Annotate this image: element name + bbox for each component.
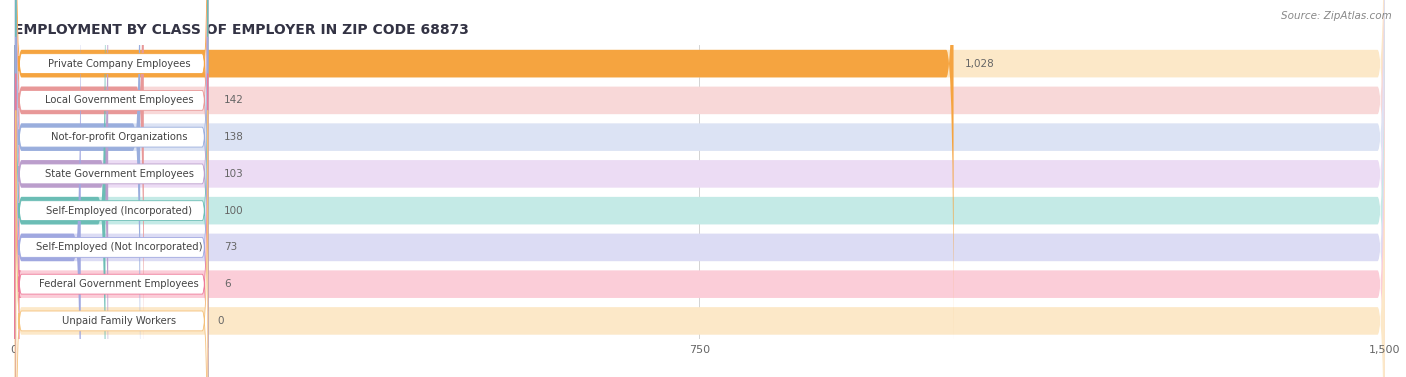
FancyBboxPatch shape — [13, 4, 21, 377]
FancyBboxPatch shape — [14, 4, 1385, 377]
FancyBboxPatch shape — [14, 0, 953, 344]
Text: Local Government Employees: Local Government Employees — [45, 95, 194, 106]
Text: Federal Government Employees: Federal Government Employees — [39, 279, 200, 289]
Text: Not-for-profit Organizations: Not-for-profit Organizations — [51, 132, 187, 142]
FancyBboxPatch shape — [14, 41, 1385, 377]
FancyBboxPatch shape — [15, 0, 208, 274]
Text: Unpaid Family Workers: Unpaid Family Workers — [62, 316, 176, 326]
Text: State Government Employees: State Government Employees — [45, 169, 194, 179]
FancyBboxPatch shape — [15, 37, 208, 377]
Text: Self-Employed (Incorporated): Self-Employed (Incorporated) — [46, 205, 193, 216]
FancyBboxPatch shape — [14, 0, 1385, 377]
Text: Private Company Employees: Private Company Employees — [48, 58, 190, 69]
Text: 100: 100 — [225, 205, 243, 216]
FancyBboxPatch shape — [15, 74, 208, 377]
Text: 138: 138 — [225, 132, 245, 142]
FancyBboxPatch shape — [14, 0, 1385, 377]
FancyBboxPatch shape — [15, 0, 208, 348]
Text: Self-Employed (Not Incorporated): Self-Employed (Not Incorporated) — [37, 242, 202, 253]
Text: 0: 0 — [217, 316, 224, 326]
FancyBboxPatch shape — [14, 0, 80, 377]
FancyBboxPatch shape — [15, 110, 208, 377]
Text: 1,028: 1,028 — [965, 58, 994, 69]
Text: 142: 142 — [225, 95, 245, 106]
FancyBboxPatch shape — [15, 0, 208, 377]
Text: 103: 103 — [225, 169, 245, 179]
Text: Source: ZipAtlas.com: Source: ZipAtlas.com — [1281, 11, 1392, 21]
FancyBboxPatch shape — [14, 0, 1385, 344]
FancyBboxPatch shape — [14, 0, 1385, 377]
FancyBboxPatch shape — [14, 0, 143, 377]
Text: 6: 6 — [225, 279, 231, 289]
FancyBboxPatch shape — [14, 0, 108, 377]
FancyBboxPatch shape — [14, 0, 141, 377]
Text: 73: 73 — [225, 242, 238, 253]
FancyBboxPatch shape — [14, 0, 105, 377]
Text: EMPLOYMENT BY CLASS OF EMPLOYER IN ZIP CODE 68873: EMPLOYMENT BY CLASS OF EMPLOYER IN ZIP C… — [14, 23, 470, 37]
FancyBboxPatch shape — [15, 0, 208, 311]
FancyBboxPatch shape — [14, 0, 1385, 377]
FancyBboxPatch shape — [15, 0, 208, 377]
FancyBboxPatch shape — [14, 0, 1385, 377]
